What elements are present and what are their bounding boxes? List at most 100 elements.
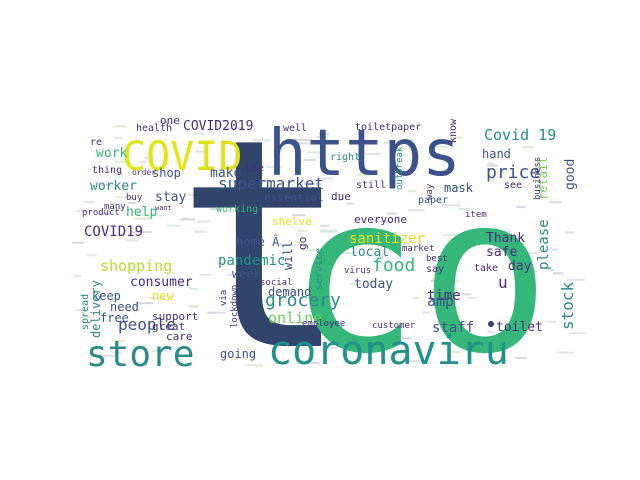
tiny-word-speck [319, 229, 338, 232]
tiny-word-speck [442, 234, 457, 237]
word-shelve: shelve [272, 215, 312, 228]
word-great: great [152, 320, 185, 333]
word-many: many [104, 202, 126, 212]
tiny-word-speck [143, 156, 155, 159]
tiny-word-speck [545, 320, 557, 323]
tiny-word-speck [462, 293, 471, 296]
word-still: still [356, 180, 386, 191]
tiny-word-speck [304, 182, 322, 185]
tiny-word-speck [515, 357, 527, 359]
word-market: market [402, 244, 435, 254]
tiny-word-speck [465, 348, 480, 351]
tiny-word-speck [434, 267, 454, 270]
tiny-word-speck [398, 154, 408, 156]
word-retail: retail [536, 157, 550, 200]
word-new: new [152, 289, 174, 303]
tiny-word-speck [297, 229, 308, 232]
tiny-word-speck [239, 259, 254, 262]
tiny-word-speck [245, 364, 263, 367]
tiny-word-speck [317, 260, 325, 263]
tiny-word-speck [552, 272, 564, 275]
tiny-word-speck [301, 361, 320, 364]
tiny-word-speck [556, 351, 575, 354]
word-thing: thing [92, 165, 122, 176]
word-going: going [220, 347, 256, 361]
tiny-word-speck [356, 173, 371, 176]
word-see: see [504, 180, 522, 191]
word-thank: Thank [486, 231, 525, 246]
tiny-word-speck [569, 332, 586, 335]
tiny-word-speck [277, 191, 295, 194]
tiny-word-speck [132, 344, 148, 347]
tiny-word-speck [443, 251, 457, 254]
word-buy: buy [126, 193, 143, 203]
word-covid19-a: COVID19 [84, 224, 143, 240]
tiny-word-speck [84, 200, 95, 203]
tiny-word-speck [292, 142, 313, 145]
tiny-word-speck [387, 212, 398, 215]
tiny-word-speck [189, 288, 198, 290]
tiny-word-speck [487, 162, 494, 165]
tiny-word-speck [115, 172, 123, 175]
tiny-word-speck [440, 186, 460, 189]
tiny-word-speck [135, 302, 154, 305]
tiny-word-speck [402, 337, 412, 340]
word-help: help [126, 205, 157, 220]
tiny-word-speck [73, 274, 82, 277]
tiny-word-speck [316, 136, 328, 138]
word-will: will [281, 241, 295, 270]
tiny-word-speck [402, 242, 410, 245]
word-keep: keep [92, 289, 121, 303]
tiny-word-speck [412, 296, 419, 299]
tiny-word-speck [111, 351, 122, 354]
word-work: work [96, 146, 127, 161]
word-via: via [219, 290, 229, 306]
tiny-word-speck [251, 139, 270, 142]
tiny-word-speck [303, 159, 317, 162]
tiny-word-speck [377, 216, 385, 219]
word-u: u [498, 273, 508, 292]
word-today: today [354, 277, 393, 292]
word-essential: essential [264, 191, 324, 204]
tiny-word-speck [549, 201, 562, 204]
word-due: due [331, 190, 351, 203]
word-delivery: delivery [89, 280, 103, 338]
word-spread: spread [80, 294, 91, 330]
word-consumer: consumer [130, 275, 193, 290]
tiny-word-speck [116, 208, 124, 211]
tiny-word-speck [467, 296, 477, 299]
tiny-word-speck [487, 164, 498, 167]
word-stock: stock [558, 281, 577, 330]
tiny-word-speck [379, 255, 386, 258]
word-service: service [314, 248, 325, 290]
word-food: food [372, 255, 415, 276]
word-well: well [283, 123, 307, 134]
tiny-word-speck [445, 280, 460, 283]
word-re: re [90, 137, 102, 148]
word-mask: mask [444, 181, 474, 195]
word-toiletpaper: toiletpaper [355, 122, 421, 133]
tiny-words-texture [72, 120, 586, 367]
word-outbreak: outbreak [395, 146, 405, 190]
tiny-word-speck [400, 139, 414, 142]
tiny-word-speck [567, 278, 585, 281]
tiny-word-speck [97, 354, 117, 357]
tiny-word-speck [193, 132, 205, 135]
tiny-word-speck [166, 224, 181, 227]
tiny-word-speck [364, 153, 381, 155]
tiny-word-speck [100, 184, 114, 187]
word-business: business [533, 157, 543, 200]
tiny-word-speck [335, 198, 343, 201]
word-please: please [536, 219, 552, 270]
word-people: people [118, 315, 176, 334]
tiny-word-speck [522, 146, 534, 149]
tiny-word-speck [132, 231, 152, 234]
word-t: t [175, 78, 350, 415]
word-online: online [268, 309, 322, 327]
word-stay: stay [155, 190, 186, 205]
word-safe: safe [486, 245, 517, 260]
word-good: good [563, 159, 578, 190]
tiny-word-speck [302, 336, 310, 339]
